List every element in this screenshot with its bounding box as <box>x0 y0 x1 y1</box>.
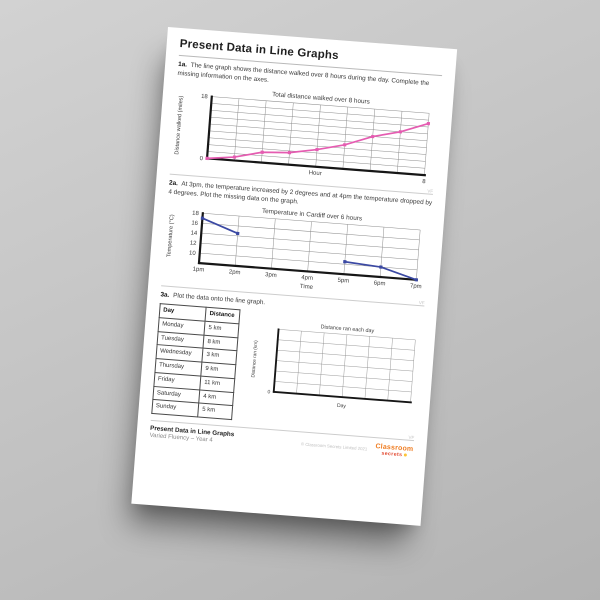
svg-text:Time: Time <box>300 284 314 291</box>
svg-text:0: 0 <box>267 390 270 396</box>
svg-text:Distance walked (miles): Distance walked (miles) <box>174 95 185 154</box>
table-cell: 5 km <box>198 403 233 420</box>
line-chart-empty-grid: Distance ran each day Distance ran (km) 0 D… <box>250 325 416 410</box>
svg-text:0: 0 <box>199 156 203 162</box>
svg-text:Total distance walked over 8 h: Total distance walked over 8 hours <box>272 91 370 106</box>
svg-text:Hour: Hour <box>308 170 321 177</box>
svg-text:12: 12 <box>190 241 198 248</box>
line-chart-distance-walked: Total distance walked over 8 hours Distan… <box>174 91 431 185</box>
logo-dot-icon <box>403 453 407 457</box>
section-marker: VF <box>408 434 415 440</box>
question-3a-number: 3a. <box>160 291 170 300</box>
svg-text:14: 14 <box>190 231 198 238</box>
footer-left: Present Data in Line Graphs Varied Fluen… <box>149 425 234 445</box>
chart-2-wrap: Temperature in Cardiff over 6 hours Tempe… <box>162 200 431 300</box>
svg-text:Day: Day <box>336 403 346 410</box>
svg-text:16: 16 <box>191 221 199 228</box>
svg-text:5pm: 5pm <box>337 278 349 285</box>
svg-text:Distance ran each day: Distance ran each day <box>320 325 374 335</box>
svg-text:3pm: 3pm <box>265 272 277 279</box>
section-marker: VF <box>418 300 425 306</box>
chart-1-wrap: Total distance walked over 8 hours Distan… <box>170 81 440 187</box>
svg-text:18: 18 <box>192 211 200 218</box>
footer-right: © Classroom Secrets Limited 2021 Classro… <box>300 437 414 459</box>
svg-text:8: 8 <box>422 179 426 185</box>
question-2a-number: 2a. <box>168 179 179 187</box>
svg-text:4pm: 4pm <box>301 275 313 282</box>
worksheet-page: Present Data in Line Graphs 1a. The line… <box>131 27 458 526</box>
svg-text:1pm: 1pm <box>192 267 204 274</box>
question-3-content: Day Distance Monday 5 km Tuesday 8 km Wednes… <box>151 303 423 434</box>
svg-text:10: 10 <box>189 251 197 258</box>
classroom-secrets-logo: Classroom secrets <box>375 443 413 459</box>
question-1a-number: 1a. <box>177 60 188 69</box>
section-marker: VF <box>427 187 434 194</box>
line-chart-temperature: Temperature in Cardiff over 6 hoursTempe… <box>166 208 422 291</box>
svg-text:2pm: 2pm <box>229 270 241 277</box>
copyright-text: © Classroom Secrets Limited 2021 <box>300 441 368 452</box>
svg-text:6pm: 6pm <box>374 281 386 288</box>
svg-text:18: 18 <box>201 94 209 101</box>
data-table: Day Distance Monday 5 km Tuesday 8 km Wednes… <box>151 304 240 420</box>
svg-text:7pm: 7pm <box>410 283 422 290</box>
svg-text:Distance ran (km): Distance ran (km) <box>250 340 259 378</box>
table-body: Monday 5 km Tuesday 8 km Wednesday 3 km Thursd… <box>151 317 239 420</box>
table-cell: Sunday <box>151 399 200 417</box>
svg-text:Temperature (°C): Temperature (°C) <box>166 214 175 257</box>
